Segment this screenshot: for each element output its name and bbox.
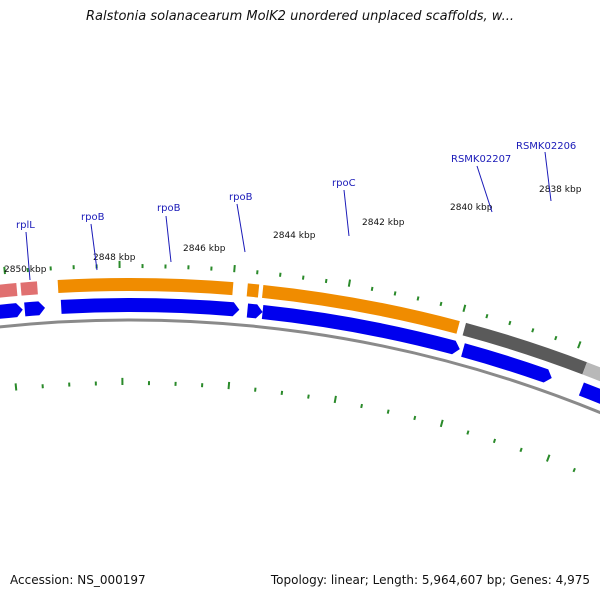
tick-mark xyxy=(3,266,6,275)
tick-mark xyxy=(370,286,374,292)
cds-feature[interactable] xyxy=(0,303,23,319)
tick-mark xyxy=(280,390,284,395)
cds-feature[interactable] xyxy=(261,305,460,355)
hypothetical-feature[interactable] xyxy=(582,362,600,390)
coordinate-label: 2846 kbp xyxy=(183,244,226,254)
gene-labels: rplL rpoB rpoB rpoB rpoC RSMK02207 RSMK02206 xyxy=(16,141,576,281)
gene-label[interactable]: rpoC xyxy=(332,178,356,189)
gene-feature[interactable] xyxy=(57,277,234,296)
sequence-backbone xyxy=(0,318,600,415)
tick-mark xyxy=(360,403,363,409)
label-leader-line xyxy=(236,203,246,253)
tick-mark xyxy=(413,415,417,421)
lower-tick-marks xyxy=(14,377,576,473)
gene-label[interactable]: RSMK02206 xyxy=(516,141,576,152)
tick-mark xyxy=(227,381,231,390)
tick-mark xyxy=(307,394,310,399)
tick-mark xyxy=(439,301,443,307)
coordinate-labels: 2850 kbp 2848 kbp 2846 kbp 2844 kbp 2842 kbp… xyxy=(4,185,582,275)
map-title: Ralstonia solanacearum MolK2 unordered u… xyxy=(85,9,514,24)
cds-feature[interactable] xyxy=(461,343,552,383)
tick-mark xyxy=(347,279,352,287)
coordinate-label: 2842 kbp xyxy=(362,218,405,228)
tick-mark xyxy=(462,304,467,313)
feature-tracks xyxy=(0,277,600,405)
gene-label[interactable]: rpoB xyxy=(81,212,105,223)
coordinate-label: 2844 kbp xyxy=(273,231,316,241)
gene-label[interactable]: rpoB xyxy=(157,203,181,214)
coordinate-label: 2850 kbp xyxy=(4,265,47,275)
tick-mark xyxy=(492,438,497,444)
gene-label[interactable]: rpoB xyxy=(229,192,253,203)
upper-tick-marks xyxy=(3,260,582,349)
cds-feature[interactable] xyxy=(246,303,263,319)
pseudogene-feature[interactable] xyxy=(0,283,18,298)
gene-label[interactable]: RSMK02207 xyxy=(451,154,511,165)
gene-feature[interactable] xyxy=(262,284,460,334)
tick-mark xyxy=(439,419,444,428)
topology-summary: Topology: linear; Length: 5,964,607 bp; … xyxy=(270,573,590,587)
tick-mark xyxy=(572,467,576,473)
tick-mark xyxy=(233,264,236,273)
coordinate-label: 2838 kbp xyxy=(539,185,582,195)
tick-mark xyxy=(546,454,551,462)
gene-label[interactable]: rplL xyxy=(16,220,35,231)
label-leader-line xyxy=(25,231,31,281)
pseudogene-feature[interactable] xyxy=(20,281,38,296)
tick-mark xyxy=(416,296,420,301)
tick-mark xyxy=(485,313,489,319)
label-leader-line xyxy=(544,151,552,202)
tick-mark xyxy=(324,278,328,284)
coordinate-label: 2848 kbp xyxy=(93,253,136,263)
tick-mark xyxy=(466,430,470,435)
tick-mark xyxy=(519,447,523,453)
tick-mark xyxy=(577,341,582,349)
label-leader-line xyxy=(476,165,493,213)
coordinate-label: 2840 kbp xyxy=(450,203,493,213)
label-leader-line xyxy=(343,189,350,237)
tick-mark xyxy=(386,409,390,414)
tick-mark xyxy=(333,395,337,404)
cds-feature[interactable] xyxy=(60,297,240,317)
cds-feature[interactable] xyxy=(24,301,46,317)
tick-mark xyxy=(14,383,18,391)
accession-text: Accession: NS_000197 xyxy=(10,573,146,587)
hypothetical-feature[interactable] xyxy=(462,322,587,375)
tick-mark xyxy=(554,335,558,341)
tick-mark xyxy=(301,275,305,280)
gene-feature[interactable] xyxy=(246,283,260,298)
label-leader-line xyxy=(90,223,98,271)
tick-mark xyxy=(508,320,512,326)
tick-mark xyxy=(531,328,535,333)
cds-feature[interactable] xyxy=(578,382,600,405)
label-leader-line xyxy=(165,215,172,263)
tick-mark xyxy=(393,291,397,296)
